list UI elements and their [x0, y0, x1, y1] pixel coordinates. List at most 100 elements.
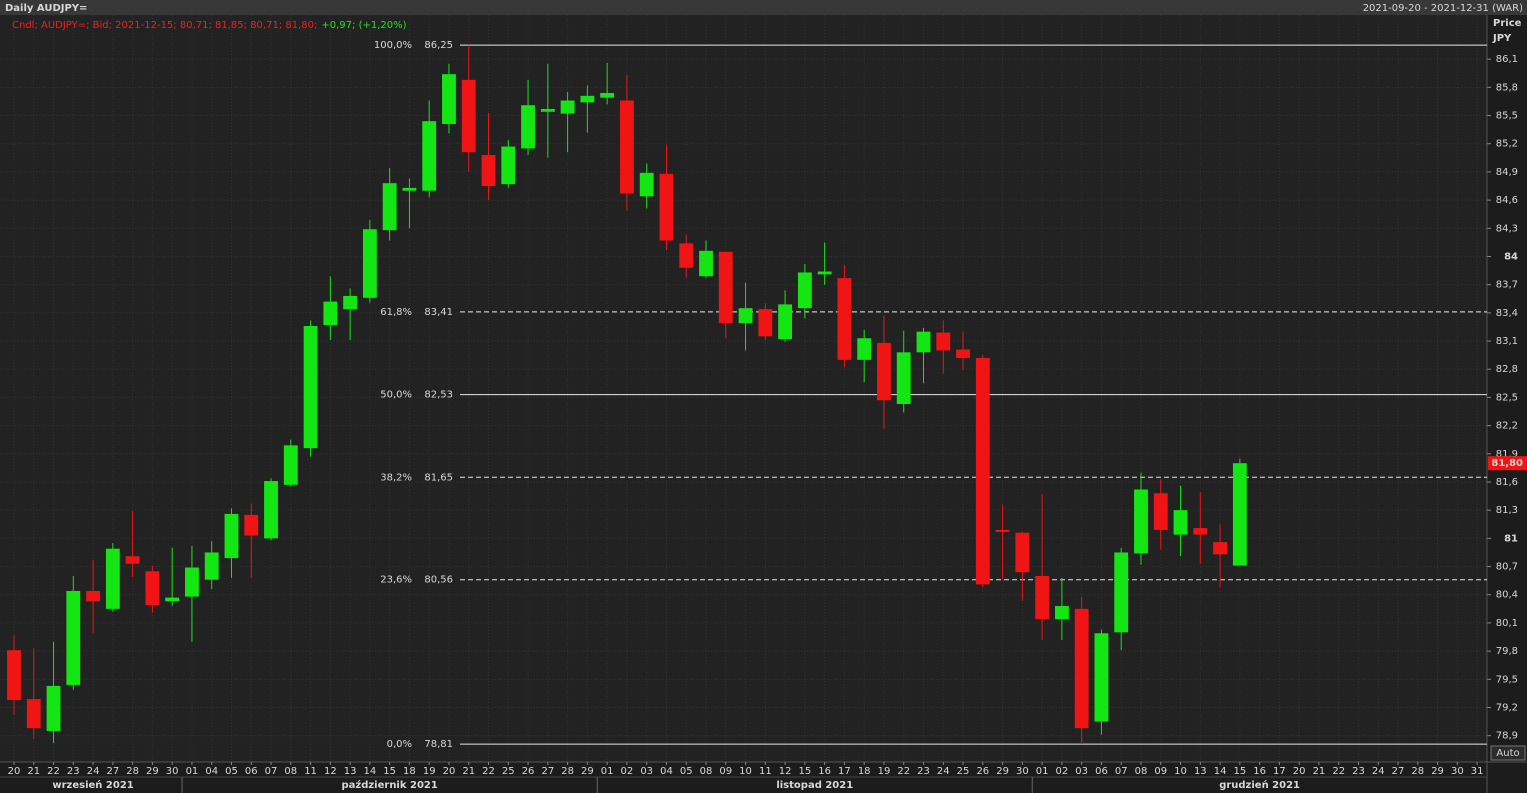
candle-body	[560, 100, 575, 114]
y-axis-unit: JPY	[1492, 33, 1512, 44]
month-label: październik 2021	[341, 779, 437, 791]
candle-body	[362, 229, 377, 298]
candle-body	[501, 146, 516, 185]
candle-body	[1094, 633, 1109, 722]
x-tick-label: 23	[1352, 766, 1365, 777]
candle-body	[422, 121, 437, 191]
y-tick-label: 85,2	[1496, 139, 1518, 150]
x-tick-label: 05	[680, 766, 693, 777]
candle-body	[145, 571, 160, 606]
x-tick-label: 28	[1411, 766, 1424, 777]
x-tick-label: 10	[739, 766, 752, 777]
fib-percent: 38,2%	[380, 472, 412, 483]
y-tick-label: 84,6	[1496, 195, 1518, 206]
candle-body	[679, 243, 694, 268]
x-tick-label: 15	[1233, 766, 1246, 777]
x-tick-label: 08	[284, 766, 297, 777]
candle-body	[402, 187, 417, 191]
candle-body	[481, 155, 496, 187]
scale-button-label[interactable]: Auto	[1496, 748, 1519, 759]
candle-body	[382, 183, 397, 231]
y-tick-label: 79,5	[1496, 674, 1518, 685]
candle-body	[1173, 510, 1188, 535]
candle-body	[975, 357, 990, 585]
x-tick-label: 28	[126, 766, 139, 777]
last-price-label: 81,80	[1491, 458, 1523, 469]
candle-body	[46, 685, 61, 731]
y-tick-label: 83,1	[1496, 336, 1518, 347]
candle-body	[718, 251, 733, 324]
x-tick-label: 25	[502, 766, 515, 777]
fib-percent: 61,8%	[380, 307, 412, 318]
candle-body	[283, 445, 298, 485]
y-tick-label: 80,4	[1496, 590, 1518, 601]
candle-body	[66, 590, 81, 685]
candle-body	[442, 74, 456, 124]
candle-body	[1213, 542, 1227, 555]
x-tick-label: 07	[1115, 766, 1128, 777]
x-tick-label: 29	[996, 766, 1009, 777]
x-tick-label: 22	[482, 766, 495, 777]
x-tick-label: 03	[640, 766, 653, 777]
candle-body	[600, 92, 615, 98]
x-tick-label: 05	[225, 766, 238, 777]
candle-body	[580, 95, 595, 103]
x-tick-label: 24	[937, 766, 950, 777]
x-tick-label: 10	[1174, 766, 1187, 777]
month-label: wrzesień 2021	[52, 779, 133, 791]
x-tick-label: 25	[957, 766, 970, 777]
x-tick-label: 21	[462, 766, 475, 777]
y-tick-label: 78,9	[1496, 731, 1518, 742]
x-tick-label: 27	[106, 766, 119, 777]
candle-body	[303, 326, 318, 449]
x-tick-label: 31	[1471, 766, 1484, 777]
y-tick-label: 84,3	[1496, 223, 1518, 234]
candle-body	[936, 332, 951, 351]
x-tick-label: 11	[304, 766, 317, 777]
x-tick-label: 01	[186, 766, 199, 777]
candle-body	[26, 699, 41, 729]
x-tick-label: 02	[1056, 766, 1069, 777]
chart-title: Daily AUDJPY=	[5, 3, 87, 14]
candle-body	[204, 552, 219, 580]
x-tick-label: 17	[838, 766, 851, 777]
x-tick-label: 02	[621, 766, 634, 777]
fib-price: 78,81	[424, 739, 453, 750]
x-tick-label: 19	[423, 766, 436, 777]
candle-body	[619, 100, 634, 194]
month-label: listopad 2021	[776, 780, 853, 791]
y-tick-label: 86,1	[1496, 54, 1518, 65]
legend: Cndl; AUDJPY=; Bid; 2021-12-15; 80,71; 8…	[12, 20, 407, 31]
y-tick-label: 83,4	[1496, 308, 1518, 319]
candle-body	[659, 173, 674, 241]
fib-price: 80,56	[424, 575, 453, 586]
x-tick-label: 09	[719, 766, 732, 777]
x-tick-label: 17	[1273, 766, 1286, 777]
x-tick-label: 27	[541, 766, 554, 777]
x-tick-label: 12	[779, 766, 792, 777]
candle-body	[1015, 532, 1030, 573]
fib-percent: 0,0%	[387, 739, 412, 750]
candle-body	[877, 342, 891, 401]
x-tick-label: 16	[818, 766, 831, 777]
candle-body	[125, 556, 140, 564]
candle-body	[461, 79, 476, 153]
x-tick-label: 27	[1392, 766, 1405, 777]
x-tick-label: 15	[383, 766, 396, 777]
y-tick-label: 82,2	[1496, 421, 1518, 432]
x-tick-label: 06	[245, 766, 258, 777]
y-tick-label: 85,5	[1496, 111, 1518, 122]
y-tick-label: 79,8	[1496, 646, 1518, 657]
y-tick-label: 81,9	[1496, 449, 1518, 460]
fib-price: 82,53	[424, 390, 453, 401]
x-tick-label: 18	[403, 766, 416, 777]
candle-body	[1193, 528, 1208, 535]
candle-body	[916, 331, 931, 353]
x-tick-label: 28	[561, 766, 574, 777]
x-tick-label: 18	[858, 766, 871, 777]
candle-body	[699, 250, 713, 277]
scale-button[interactable]	[1490, 745, 1526, 761]
x-tick-label: 22	[1332, 766, 1345, 777]
fib-price: 86,25	[424, 40, 453, 51]
x-tick-label: 21	[27, 766, 40, 777]
